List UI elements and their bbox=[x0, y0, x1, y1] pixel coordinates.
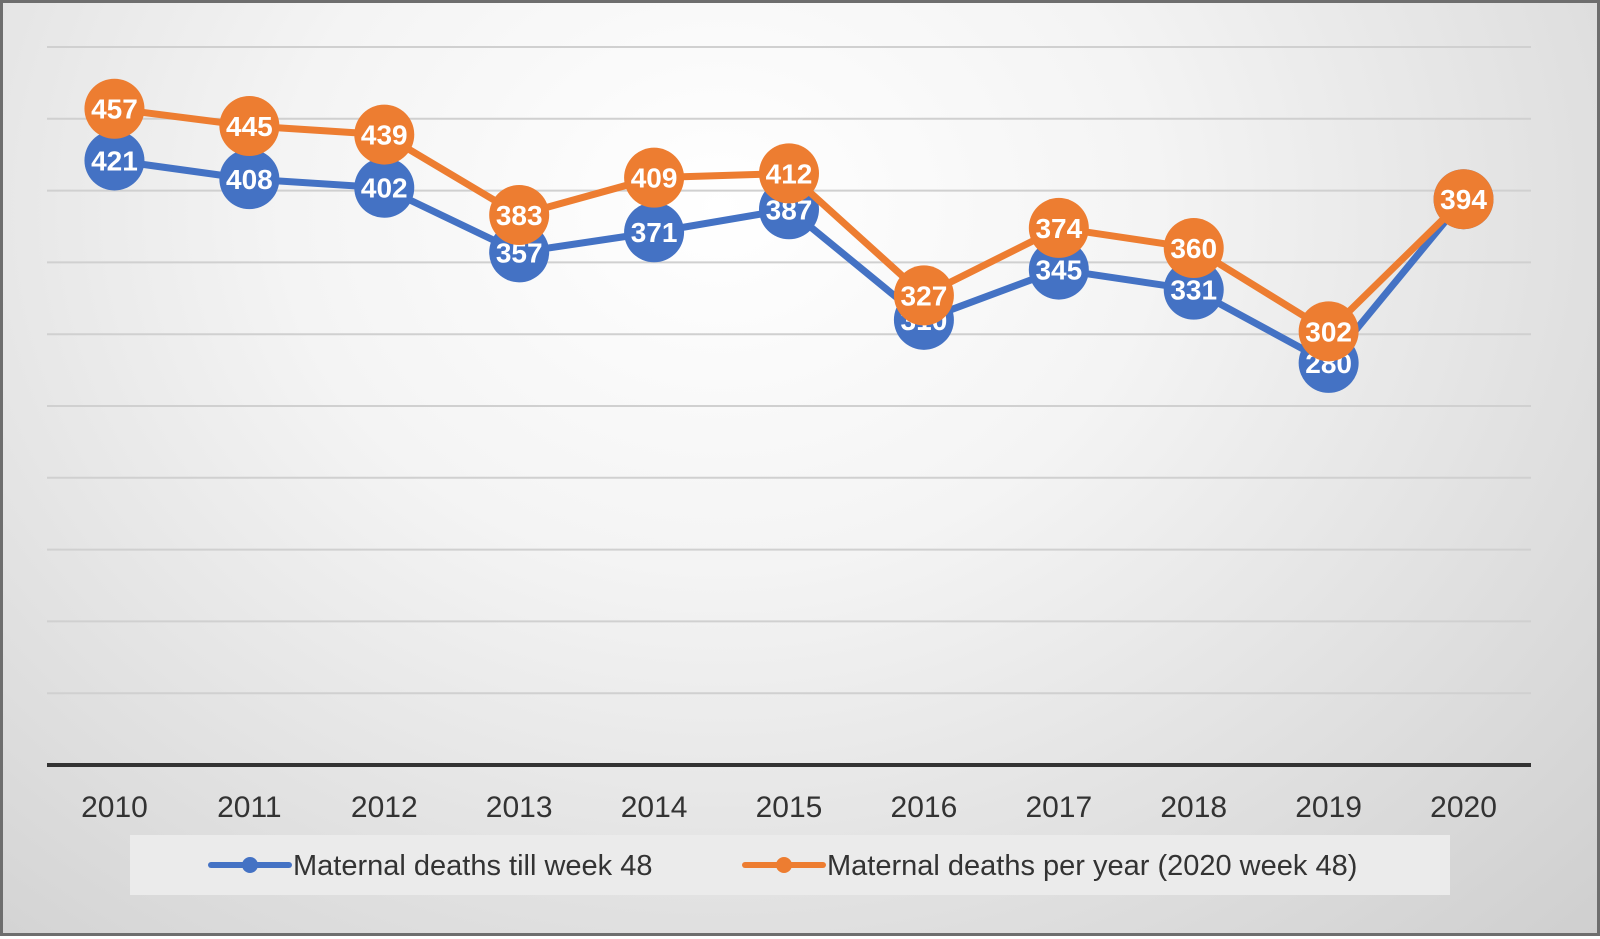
legend-swatch-marker bbox=[242, 857, 258, 873]
data-label: 409 bbox=[631, 163, 678, 194]
x-tick-label: 2017 bbox=[1025, 791, 1092, 824]
data-label: 421 bbox=[91, 145, 138, 176]
x-tick-label: 2018 bbox=[1160, 791, 1227, 824]
x-tick-label: 2014 bbox=[621, 791, 688, 824]
legend-item-1: Maternal deaths till week 48 bbox=[208, 850, 652, 882]
data-point bbox=[1163, 218, 1224, 279]
x-tick-label: 2011 bbox=[217, 791, 282, 824]
data-point bbox=[1163, 259, 1224, 320]
data-point bbox=[219, 149, 280, 210]
legend: Maternal deaths till week 48 Maternal dea… bbox=[130, 835, 1450, 895]
data-label: 374 bbox=[1035, 213, 1082, 244]
data-label: 302 bbox=[1305, 316, 1352, 347]
data-label: 371 bbox=[631, 217, 678, 248]
x-tick-label: 2019 bbox=[1295, 791, 1362, 824]
data-label: 383 bbox=[496, 200, 543, 231]
gridlines bbox=[47, 46, 1531, 695]
data-point bbox=[1433, 169, 1494, 230]
x-tick-label: 2016 bbox=[891, 791, 958, 824]
series-2: 457 445 439 383 409 412 327 374 360 302 394 bbox=[84, 78, 1494, 362]
x-axis: 2010 2011 2012 2013 2014 2015 2016 2017 2018 2019… bbox=[47, 763, 1531, 824]
series-layer: 4214084023573713873103453312803944574454… bbox=[84, 78, 1494, 393]
data-label: 331 bbox=[1170, 275, 1217, 306]
legend-label: Maternal deaths till week 48 bbox=[293, 850, 652, 882]
data-label: 445 bbox=[226, 111, 273, 142]
x-tick-label: 2010 bbox=[81, 791, 148, 824]
data-point bbox=[893, 265, 954, 326]
x-tick-label: 2020 bbox=[1430, 791, 1497, 824]
data-point bbox=[624, 147, 685, 208]
data-label: 394 bbox=[1440, 184, 1487, 215]
data-label: 402 bbox=[361, 173, 408, 204]
legend-label: Maternal deaths per year (2020 week 48) bbox=[827, 850, 1357, 882]
legend-item-2: Maternal deaths per year (2020 week 48) bbox=[742, 850, 1357, 882]
data-point bbox=[84, 130, 145, 191]
data-point bbox=[759, 143, 819, 204]
data-point bbox=[84, 78, 145, 139]
data-label: 360 bbox=[1170, 233, 1217, 264]
x-tick-label: 2015 bbox=[756, 791, 823, 824]
data-point bbox=[624, 202, 685, 263]
data-label: 345 bbox=[1035, 255, 1082, 286]
data-point bbox=[219, 95, 280, 156]
data-point bbox=[354, 104, 415, 165]
x-tick-label: 2013 bbox=[486, 791, 553, 824]
data-label: 439 bbox=[361, 120, 408, 151]
data-label: 408 bbox=[226, 164, 273, 195]
data-label: 457 bbox=[91, 94, 138, 125]
data-point bbox=[354, 157, 415, 218]
x-tick-label: 2012 bbox=[351, 791, 418, 824]
line-chart: 4214084023573713873103453312803944574454… bbox=[47, 46, 1531, 895]
data-label: 412 bbox=[766, 158, 813, 189]
data-point bbox=[489, 185, 550, 246]
data-label: 327 bbox=[901, 280, 948, 311]
data-point bbox=[1028, 239, 1089, 300]
legend-swatch-marker bbox=[776, 857, 792, 873]
data-point bbox=[1298, 301, 1359, 362]
data-point bbox=[1028, 197, 1089, 258]
